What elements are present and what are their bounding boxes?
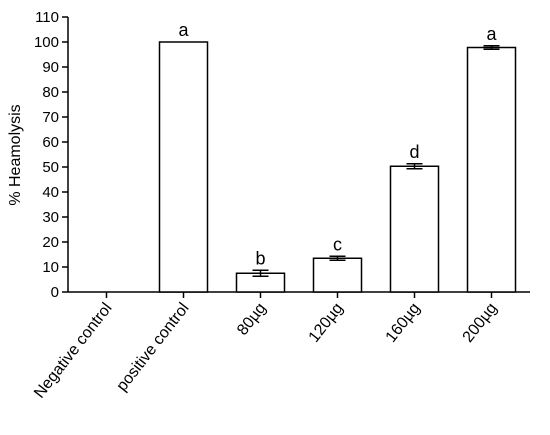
- y-tick-label: 100: [34, 34, 59, 51]
- significance-letter: c: [333, 234, 342, 254]
- y-tick-label: 50: [42, 159, 59, 176]
- y-tick-label: 10: [42, 259, 59, 276]
- y-tick-label: 70: [42, 109, 59, 126]
- significance-letter: b: [255, 248, 265, 268]
- bar: [389, 165, 440, 293]
- x-category-label: 80µg: [234, 300, 270, 339]
- y-axis-title: % Heamolysis: [7, 104, 24, 205]
- bars: [158, 41, 517, 293]
- error-bars: [252, 45, 500, 277]
- significance-letter: a: [178, 20, 189, 40]
- bar: [312, 257, 363, 293]
- bar: [466, 46, 517, 293]
- x-category-label: Negative control: [31, 300, 116, 402]
- y-tick-label: 60: [42, 134, 59, 151]
- y-tick-label: 110: [35, 9, 59, 26]
- y-axis: 0 10 20 30 40 50 60 70 80 90 100 110: [34, 9, 69, 301]
- y-tick-label: 80: [42, 84, 59, 101]
- x-axis: [68, 291, 530, 298]
- y-tick-label: 40: [42, 184, 59, 201]
- significance-letters: a b c d a: [178, 20, 497, 268]
- x-category-label: 120µg: [306, 300, 347, 346]
- y-tick-label: 0: [51, 284, 59, 301]
- x-category-label: 160µg: [383, 300, 424, 346]
- significance-letter: d: [409, 142, 419, 162]
- y-tick-label: 20: [42, 234, 59, 251]
- y-tick-label: 30: [42, 209, 59, 226]
- x-category-label: 200µg: [460, 300, 501, 346]
- bar: [158, 41, 209, 293]
- y-tick-label: 90: [42, 59, 59, 76]
- x-category-label: positive control: [114, 300, 193, 395]
- significance-letter: a: [486, 24, 497, 44]
